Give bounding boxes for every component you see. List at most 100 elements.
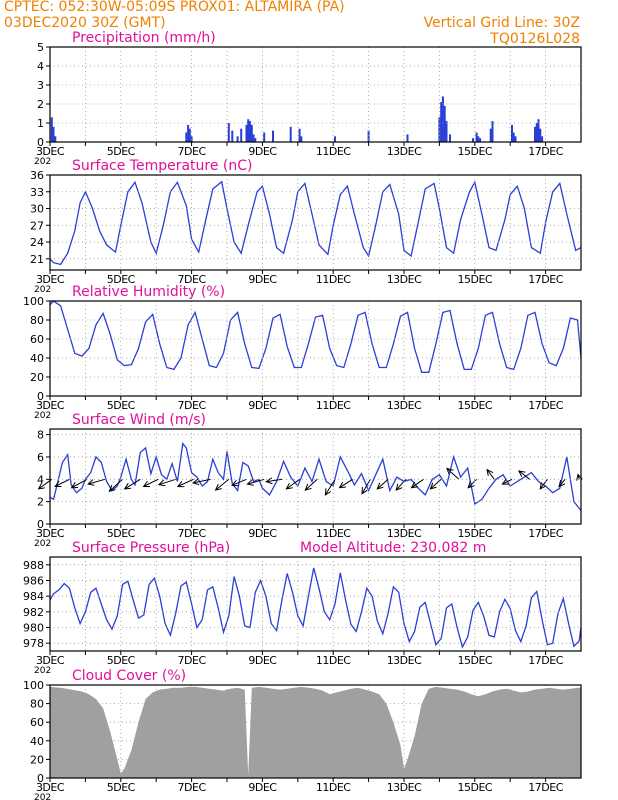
precip-bar: [514, 136, 517, 142]
press-ytick-label: 988: [23, 559, 44, 572]
cloud-xtick-label: 3DEC: [36, 781, 65, 794]
wind-ytick-label: 8: [37, 429, 44, 442]
cloud-ytick-label: 20: [30, 753, 44, 766]
precip-bar: [227, 123, 230, 142]
rh-year-stub: 202: [34, 411, 51, 421]
temp-title: Surface Temperature (nC): [72, 158, 253, 174]
press-frame: [49, 556, 582, 652]
wind-vector-arrow: [468, 478, 477, 487]
wind-vector-arrow: [232, 478, 247, 485]
header-grid-note: Vertical Grid Line: 30Z: [423, 15, 580, 31]
wind-vector-arrow: [144, 478, 159, 486]
precip-bar: [245, 124, 248, 142]
wind-vector-arrow: [377, 478, 389, 489]
cloud-area: [50, 686, 581, 778]
press-xtick-label: 7DEC: [178, 654, 207, 667]
temp-ytick-label: 33: [30, 186, 44, 199]
cloud-title: Cloud Cover (%): [72, 668, 186, 684]
temp-panel: [46, 174, 582, 274]
precip-ytick-label: 2: [37, 98, 44, 111]
precip-bar: [491, 121, 494, 142]
precip-bar: [263, 132, 266, 142]
precip-bar: [367, 130, 370, 142]
cloud-xtick-label: 11DEC: [316, 781, 351, 794]
wind-vector-arrow: [396, 478, 407, 490]
rh-ytick-label: 60: [30, 333, 44, 346]
wind-vector-arrow: [362, 479, 371, 493]
precip-bar: [541, 136, 544, 142]
press-ytick-label: 978: [23, 637, 44, 650]
rh-xtick-label: 7DEC: [178, 399, 207, 412]
cloud-xtick-label: 9DEC: [248, 781, 277, 794]
precip-bar: [472, 138, 474, 142]
press-xtick-label: 9DEC: [248, 654, 277, 667]
precip-panel: [46, 46, 582, 146]
press-title: Surface Pressure (hPa): [72, 540, 230, 556]
wind-vector-arrow: [412, 478, 424, 487]
cloud-xtick-label: 15DEC: [457, 781, 492, 794]
precip-bar: [289, 126, 292, 142]
wind-ytick-label: 2: [37, 496, 44, 509]
header-station-line: CPTEC: 052:30W-05:09S PROX01: ALTAMIRA (…: [4, 0, 345, 15]
wind-vector-arrow: [340, 478, 353, 487]
precip-bar: [534, 126, 536, 142]
rh-xtick-label: 9DEC: [248, 399, 277, 412]
wind-vector-arrow: [286, 478, 300, 489]
precip-bar: [475, 132, 478, 142]
precip-bar: [512, 132, 515, 142]
temp-year-stub: 202: [34, 285, 51, 295]
wind-vector-arrow: [88, 478, 106, 484]
temp-ytick-label: 21: [30, 253, 44, 266]
precip-bar: [272, 130, 274, 142]
rh-xtick-label: 3DEC: [36, 399, 65, 412]
precip-bar: [537, 119, 540, 142]
precip-bar: [489, 128, 492, 142]
wind-ytick-label: 0: [37, 518, 44, 531]
temp-xtick-label: 3DEC: [36, 273, 65, 286]
precip-bar: [477, 136, 480, 142]
wind-vector-arrow: [266, 479, 282, 481]
precip-ytick-label: 5: [37, 41, 44, 54]
wind-vector-arrow: [519, 471, 531, 480]
precip-ytick-label: 1: [37, 117, 44, 130]
precip-xtick-label: 7DEC: [178, 145, 207, 158]
temp-frame: [49, 174, 582, 271]
rh-title: Relative Humidity (%): [72, 284, 225, 300]
cloud-ytick-label: 40: [30, 735, 44, 748]
wind-vector-arrow: [216, 478, 230, 490]
precip-bar: [539, 128, 542, 142]
press-ytick-label: 982: [23, 606, 44, 619]
wind-xtick-label: 15DEC: [457, 527, 492, 540]
temp-ytick-label: 36: [30, 169, 44, 182]
precip-ytick-label: 0: [37, 136, 44, 149]
precip-bar: [250, 124, 253, 142]
wind-vector-arrow: [178, 478, 194, 486]
precip-bar: [445, 121, 448, 142]
temp-xtick-label: 5DEC: [107, 273, 136, 286]
precip-bar: [440, 102, 443, 142]
press-year-stub: 202: [34, 666, 51, 676]
wind-ytick-label: 6: [37, 451, 44, 464]
wind-vector-arrow: [540, 478, 548, 489]
precip-bar: [406, 134, 409, 142]
wind-line: [49, 441, 582, 512]
rh-ytick-label: 0: [37, 390, 44, 403]
wind-vector-arrow: [487, 470, 495, 480]
press-xtick-label: 17DEC: [528, 654, 563, 667]
rh-xtick-label: 13DEC: [387, 399, 422, 412]
precip-bar: [535, 123, 538, 142]
cloud-xtick-label: 7DEC: [178, 781, 207, 794]
precip-bar: [443, 105, 446, 142]
cloud-xtick-label: 13DEC: [387, 781, 422, 794]
press-ytick-label: 986: [23, 575, 44, 588]
cloud-frame: [49, 684, 582, 779]
press-xtick-label: 13DEC: [387, 654, 422, 667]
temp-xtick-label: 9DEC: [248, 273, 277, 286]
precip-bar: [52, 126, 55, 142]
rh-xtick-label: 5DEC: [107, 399, 136, 412]
press-xtick-label: 3DEC: [36, 654, 65, 667]
rh-ytick-label: 80: [30, 314, 44, 327]
rh-line: [49, 300, 582, 373]
rh-ytick-label: 40: [30, 352, 44, 365]
wind-year-stub: 202: [34, 539, 51, 549]
